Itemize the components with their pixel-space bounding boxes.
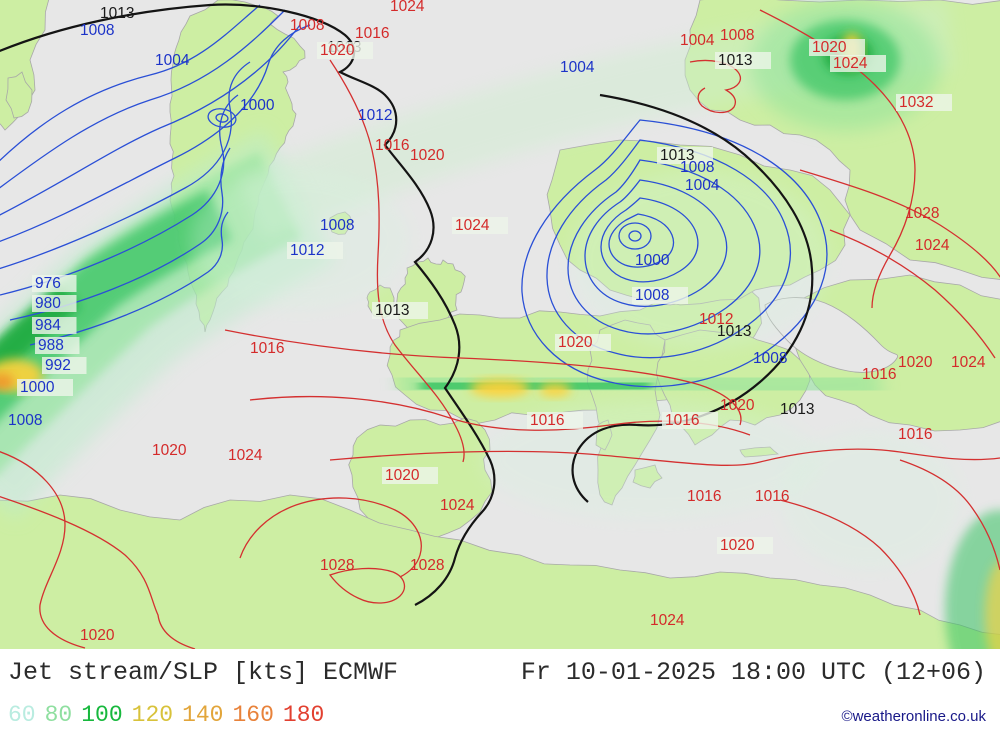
svg-text:1000: 1000 [240,97,275,114]
svg-text:1016: 1016 [755,488,789,505]
svg-text:1013: 1013 [780,401,814,418]
svg-text:1008: 1008 [320,217,354,234]
svg-text:1024: 1024 [915,237,950,254]
svg-text:1004: 1004 [155,52,190,69]
svg-text:1016: 1016 [355,25,389,42]
svg-text:1008: 1008 [290,17,324,34]
svg-text:1016: 1016 [898,426,932,443]
svg-text:1012: 1012 [358,107,392,124]
svg-text:1008: 1008 [680,159,714,176]
svg-text:1008: 1008 [753,350,787,367]
svg-text:1016: 1016 [687,488,721,505]
svg-text:1020: 1020 [558,334,593,351]
svg-text:1013: 1013 [717,323,751,340]
svg-text:1024: 1024 [440,497,475,514]
svg-text:1004: 1004 [680,32,715,49]
svg-text:1016: 1016 [665,412,699,429]
svg-text:1028: 1028 [905,205,939,222]
svg-text:1004: 1004 [560,59,595,76]
svg-text:1012: 1012 [290,242,324,259]
svg-text:1032: 1032 [899,94,933,111]
svg-text:984: 984 [35,317,61,334]
svg-text:1016: 1016 [530,412,564,429]
svg-text:1024: 1024 [390,0,425,15]
svg-text:1016: 1016 [862,366,896,383]
svg-text:1020: 1020 [720,397,755,414]
svg-text:1024: 1024 [833,55,868,72]
svg-text:976: 976 [35,275,61,292]
svg-text:1013: 1013 [375,302,409,319]
svg-text:1000: 1000 [20,379,55,396]
svg-text:1020: 1020 [898,354,933,371]
svg-text:1028: 1028 [320,557,354,574]
svg-text:1004: 1004 [685,177,720,194]
svg-text:1013: 1013 [718,52,752,69]
svg-text:1016: 1016 [375,137,409,154]
svg-text:1020: 1020 [385,467,420,484]
svg-text:1020: 1020 [80,627,115,644]
svg-text:1000: 1000 [635,252,670,269]
svg-text:1008: 1008 [720,27,754,44]
svg-text:1024: 1024 [455,217,490,234]
svg-text:988: 988 [38,337,64,354]
svg-text:1008: 1008 [635,287,669,304]
svg-text:1020: 1020 [812,39,847,56]
svg-text:1024: 1024 [228,447,263,464]
svg-text:1016: 1016 [250,340,284,357]
svg-text:1024: 1024 [951,354,986,371]
svg-text:1020: 1020 [720,537,755,554]
svg-text:1028: 1028 [410,557,444,574]
svg-text:1020: 1020 [410,147,445,164]
svg-text:1013: 1013 [100,5,134,22]
svg-text:980: 980 [35,295,61,312]
svg-text:1020: 1020 [152,442,187,459]
svg-text:1024: 1024 [650,612,685,629]
svg-text:1020: 1020 [320,42,355,59]
svg-text:1008: 1008 [8,412,42,429]
svg-text:992: 992 [45,357,71,374]
svg-text:1008: 1008 [80,22,114,39]
